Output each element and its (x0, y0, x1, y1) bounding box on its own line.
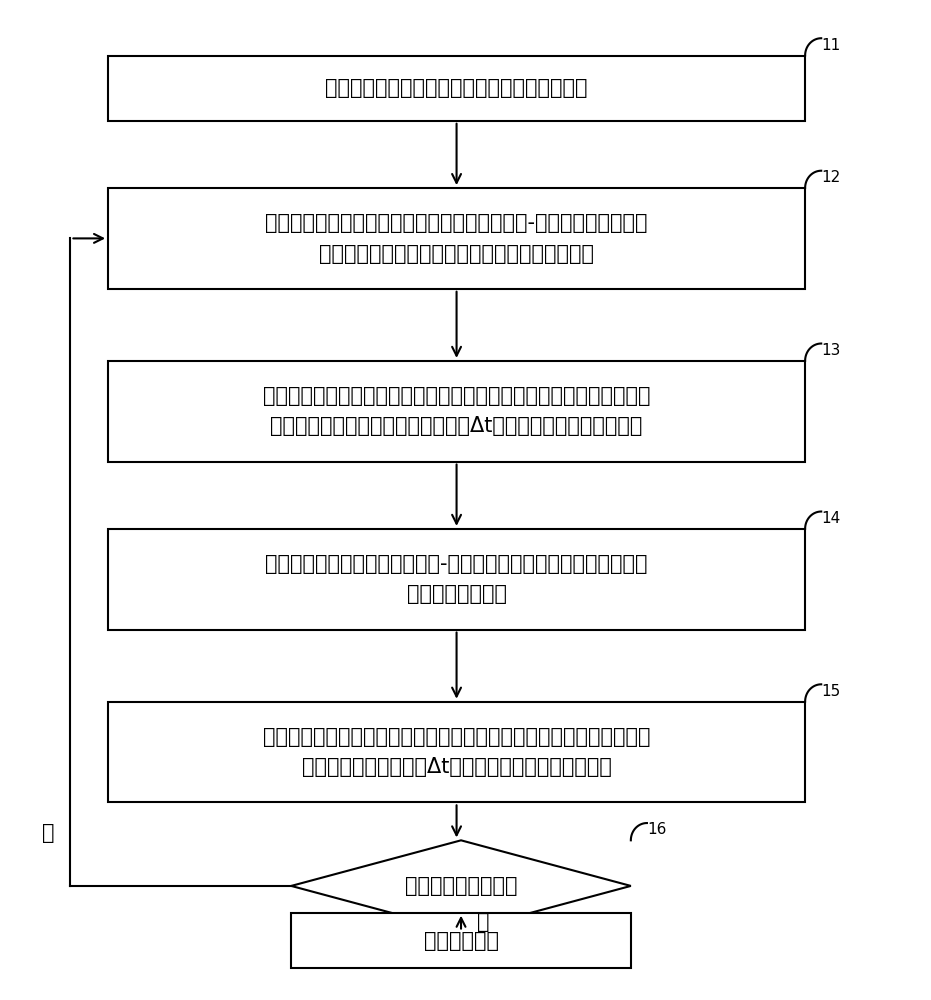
Text: 12: 12 (821, 170, 841, 185)
Bar (108, 361, 805, 462)
Text: 根据流体区域的当前温度和位移边界条件，同时求解预设的各个守恒方
程的耦合解格式，在计算一个时间步Δt后，得到当前的热流和压力: 根据流体区域的当前温度和位移边界条件，同时求解预设的各个守恒方 程的耦合解格式，… (263, 386, 651, 436)
Bar (108, 188, 805, 289)
Text: 停止整个流程: 停止整个流程 (424, 931, 498, 951)
Bar (108, 529, 805, 630)
Polygon shape (291, 840, 631, 932)
Text: 根据结构确定壁面温度和位移边界条件，在流体-固体耦合界面进行数
据交换，得到流体区域的当前温度和位移边界条件: 根据结构确定壁面温度和位移边界条件，在流体-固体耦合界面进行数 据交换，得到流体… (265, 213, 648, 264)
Text: 14: 14 (821, 511, 841, 526)
Text: 是: 是 (477, 912, 490, 932)
Text: 根据所述固体区域的边界条件，在固体区域通过热力全耦合的方法进行
求解，计算一个时间步Δt后，得到壁面温度和结构位移: 根据所述固体区域的边界条件，在固体区域通过热力全耦合的方法进行 求解，计算一个时… (263, 727, 651, 777)
Text: 13: 13 (821, 343, 841, 358)
Text: 16: 16 (647, 822, 667, 837)
Text: 否: 否 (42, 823, 54, 843)
Text: 15: 15 (821, 684, 841, 699)
Text: 11: 11 (821, 38, 841, 53)
Bar (108, 56, 805, 121)
Bar (291, 913, 631, 968)
Text: 根据当前的热流和压力，在流体-固体耦合界面进行数据交换，得到固
体区域的边界条件: 根据当前的热流和压力，在流体-固体耦合界面进行数据交换，得到固 体区域的边界条件 (265, 554, 648, 604)
Text: 满足预设的停止条件: 满足预设的停止条件 (405, 876, 518, 896)
Bar (108, 702, 805, 802)
Text: 预先建立多物理场耦合模型并设置当前边界条件: 预先建立多物理场耦合模型并设置当前边界条件 (325, 78, 587, 98)
